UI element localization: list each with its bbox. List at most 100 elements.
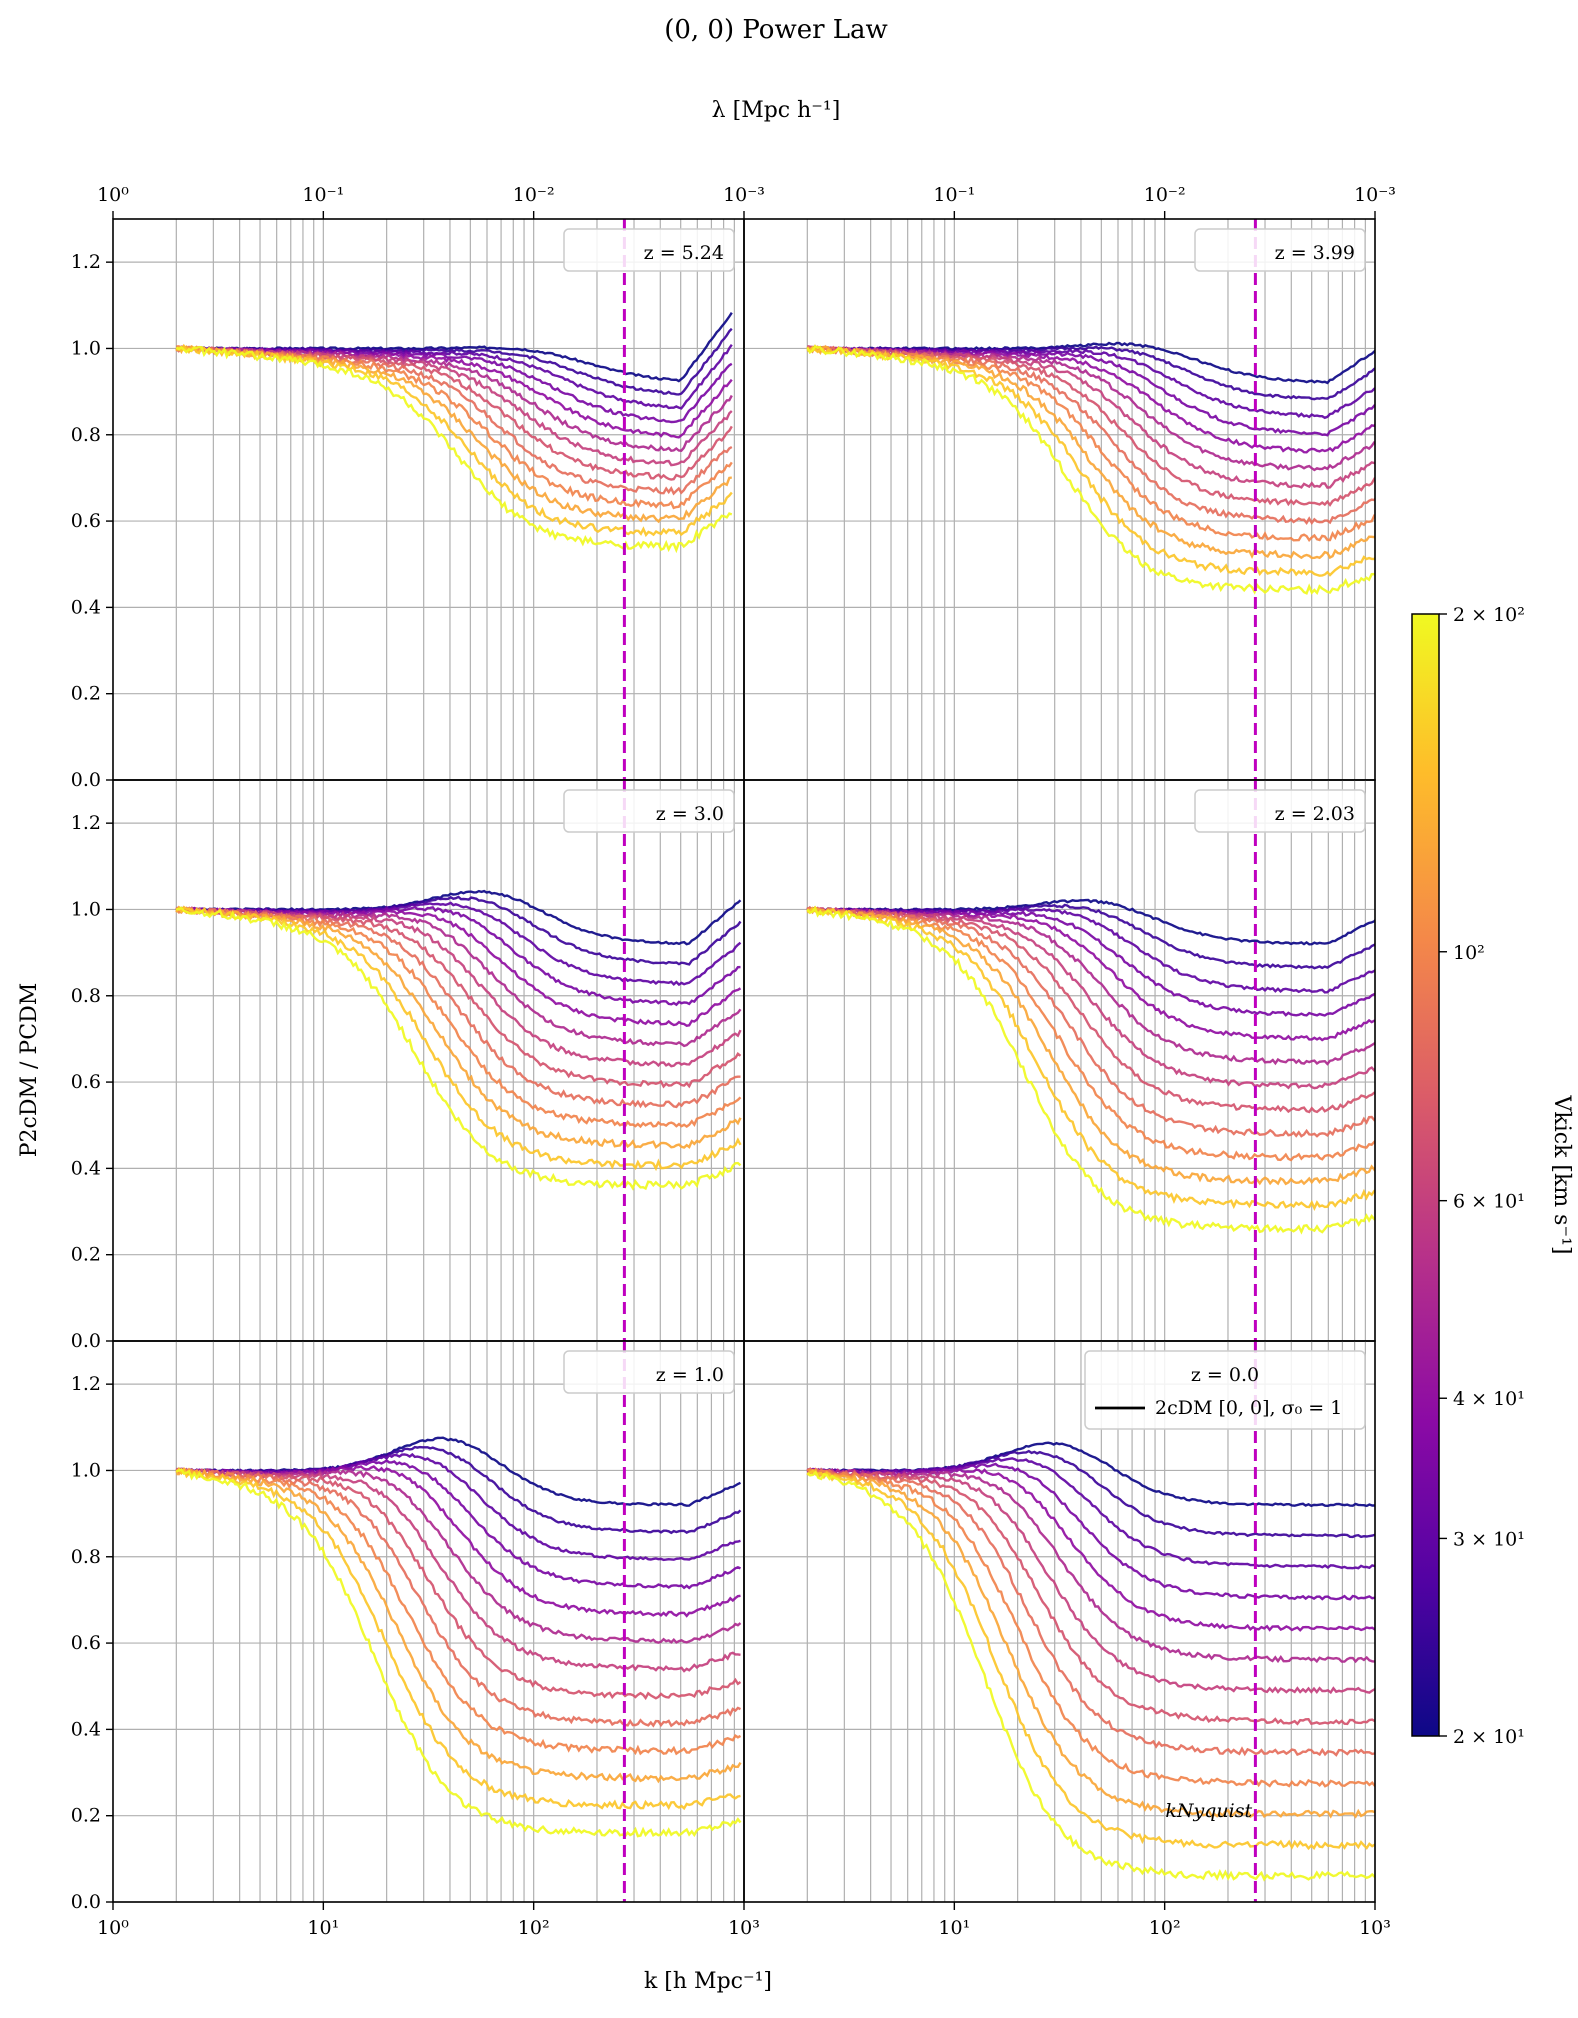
- nyquist-label: kNyquist: [1165, 1800, 1252, 1822]
- panel-3: z = 3.0: [112, 779, 745, 1342]
- panel-frame: [112, 218, 745, 781]
- panel-4: z = 2.03: [743, 779, 1376, 1342]
- colorbar-tick-label: 4 × 10¹: [1453, 1388, 1525, 1410]
- panel-curves: [806, 898, 1375, 1235]
- series-line: [806, 345, 1375, 507]
- y-tick-label: 0.6: [71, 1071, 101, 1093]
- colorbar-gradient: [1411, 613, 1440, 1737]
- panel-curves: [175, 889, 742, 1191]
- series-line: [806, 345, 1375, 454]
- top-axis-title: λ [Mpc h⁻¹]: [712, 98, 841, 123]
- series-line: [806, 905, 1375, 1235]
- colorbar-tick-label: 2 × 10¹: [1453, 1726, 1525, 1748]
- series-line: [806, 907, 1375, 1066]
- series-line: [175, 1468, 742, 1728]
- series-line: [806, 1462, 1375, 1601]
- y-tick-label: 0.2: [71, 683, 101, 705]
- y-tick-label: 1.0: [71, 1459, 101, 1481]
- panel-frame: [112, 1340, 745, 1903]
- top-tick-label: 10⁻²: [513, 184, 555, 206]
- series-line: [807, 1467, 1375, 1726]
- legend-box: [563, 1350, 735, 1394]
- y-axis-title: P2cDM / PCDM: [17, 983, 42, 1158]
- legend-box: [563, 789, 735, 833]
- panel-curves: [175, 312, 733, 554]
- series-line: [176, 1445, 742, 1535]
- y-tick-label: 0.6: [71, 510, 101, 532]
- series-line: [176, 1467, 742, 1784]
- panel-frame: [743, 218, 1376, 781]
- z-label: z = 3.0: [656, 803, 724, 825]
- series-line: [175, 901, 742, 987]
- panel-5: z = 1.0: [112, 1340, 745, 1903]
- y-tick-label: 0.4: [71, 1718, 101, 1740]
- y-tick-label: 0.8: [71, 1546, 101, 1568]
- series-line: [807, 1468, 1375, 1788]
- series-line: [175, 345, 733, 554]
- y-tick-label: 0.4: [71, 1157, 101, 1179]
- y-tick-label: 0.2: [71, 1805, 101, 1827]
- y-tick-label: 1.2: [71, 251, 101, 273]
- z-label: z = 1.0: [656, 1364, 724, 1386]
- y-tick-label: 0.0: [71, 1891, 101, 1913]
- z-label: z = 2.03: [1275, 803, 1355, 825]
- series-line: [175, 905, 742, 1129]
- series-line: [806, 1467, 1375, 1757]
- series-line: [806, 905, 1375, 1114]
- series-line: [176, 1467, 742, 1644]
- series-line: [175, 906, 741, 1109]
- series-line: [807, 906, 1375, 1211]
- x-tick-label: 10¹: [307, 1917, 339, 1939]
- x-tick-label: 10³: [1359, 1917, 1391, 1939]
- series-line: [175, 1466, 741, 1811]
- y-tick-label: 0.0: [71, 769, 101, 791]
- figure-title: (0, 0) Power Law: [664, 15, 888, 45]
- x-tick-label: 10⁰: [97, 1917, 129, 1939]
- panel-1: z = 5.24: [112, 218, 745, 781]
- top-tick-label: 10⁻¹: [933, 184, 975, 206]
- legend-box: [563, 228, 735, 272]
- x-axis-title: k [h Mpc⁻¹]: [644, 1969, 772, 1994]
- series-line: [175, 1467, 742, 1756]
- legend-box: [1084, 1350, 1366, 1430]
- x-tick-label: 10²: [518, 1917, 550, 1939]
- series-line: [807, 345, 1375, 401]
- series-line: [176, 906, 742, 1191]
- top-tick-label: 10⁻³: [1354, 184, 1396, 206]
- series-line: [175, 344, 732, 524]
- panel-frame: [112, 779, 745, 1342]
- y-tick-label: 0.0: [71, 1330, 101, 1352]
- series-line: [806, 1467, 1375, 1819]
- series-line: [806, 345, 1375, 577]
- series-line: [806, 905, 1375, 1090]
- series-line: [806, 1470, 1375, 1882]
- colorbar-tick-label: 6 × 10¹: [1453, 1191, 1525, 1213]
- x-tick-label: 10³: [728, 1917, 760, 1939]
- y-tick-label: 0.8: [71, 424, 101, 446]
- panel-curves: [806, 341, 1375, 596]
- y-tick-label: 1.2: [71, 1373, 101, 1395]
- top-tick-label: 10⁰: [97, 184, 129, 206]
- colorbar-tick-label: 2 × 10²: [1453, 604, 1525, 626]
- legend-entry: 2cDM [0, 0], σ₀ = 1: [1155, 1397, 1342, 1419]
- series-line: [176, 906, 742, 1048]
- series-line: [806, 1449, 1375, 1539]
- y-tick-label: 0.6: [71, 1632, 101, 1654]
- panel-2: z = 3.99: [743, 218, 1376, 781]
- series-line: [807, 1457, 1375, 1570]
- y-tick-label: 0.4: [71, 596, 101, 618]
- series-line: [806, 907, 1375, 1017]
- series-line: [806, 906, 1375, 1186]
- series-line: [806, 344, 1375, 596]
- panel-curves: [175, 1436, 742, 1838]
- series-line: [175, 895, 742, 966]
- panel-curves: [806, 1441, 1375, 1882]
- colorbar: Vkick [km s⁻¹] 2 × 10¹ 3 × 10¹ 4 × 10¹ 6 × …: [1411, 604, 1574, 1748]
- top-tick-label: 10⁻¹: [302, 184, 344, 206]
- z-label: z = 5.24: [644, 242, 724, 264]
- series-line: [175, 1465, 741, 1618]
- y-tick-label: 1.2: [71, 812, 101, 834]
- y-tick-label: 1.0: [71, 898, 101, 920]
- series-line: [807, 907, 1375, 994]
